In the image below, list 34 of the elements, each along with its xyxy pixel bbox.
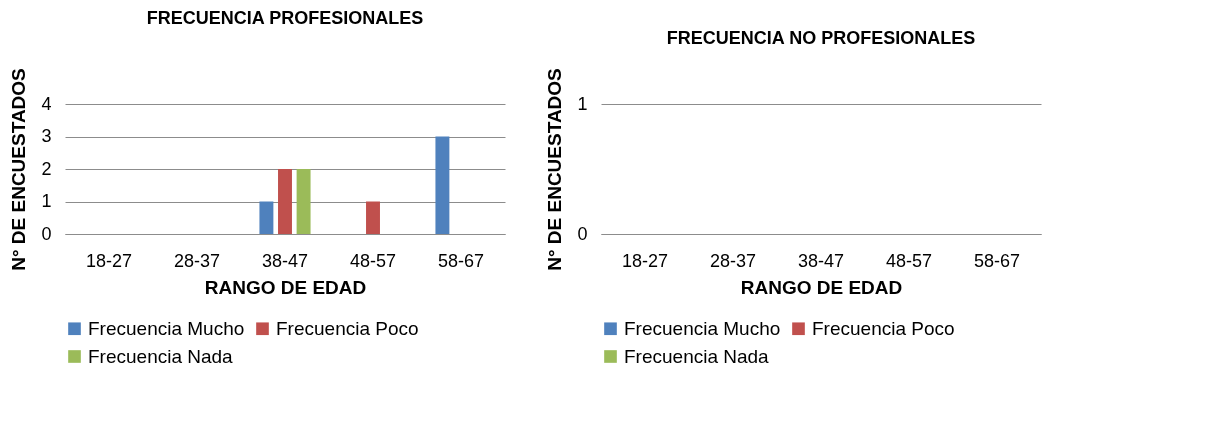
bar bbox=[435, 136, 450, 234]
y-tick-label: 0 bbox=[41, 223, 52, 244]
x-tick-label: 58-67 bbox=[437, 250, 485, 271]
legend-label: Frecuencia Nada bbox=[88, 345, 234, 367]
y-tick-label: 2 bbox=[41, 158, 52, 179]
x-tick-label: 18-27 bbox=[621, 250, 669, 271]
bar bbox=[296, 169, 311, 234]
x-tick-label: 28-37 bbox=[173, 250, 221, 271]
legend-label: Frecuencia Poco bbox=[276, 317, 419, 339]
x-tick-label: 58-67 bbox=[973, 250, 1021, 271]
y-tick-label: 3 bbox=[41, 126, 52, 146]
x-axis-title: RANGO DE EDAD bbox=[204, 276, 367, 298]
bar bbox=[366, 201, 380, 234]
legend-label: Frecuencia Mucho bbox=[624, 317, 781, 339]
legend-label: Frecuencia Mucho bbox=[88, 317, 245, 339]
y-axis-title: N° DE ENCUESTADOS bbox=[544, 68, 566, 271]
x-tick-label: 48-57 bbox=[349, 250, 397, 271]
x-tick-label: 48-57 bbox=[885, 250, 933, 271]
y-tick-label: 1 bbox=[577, 93, 588, 114]
y-tick-label: 1 bbox=[41, 191, 52, 211]
y-tick-label: 0 bbox=[577, 223, 588, 244]
legend-label: Frecuencia Nada bbox=[624, 345, 770, 367]
chart-title: FRECUENCIA PROFESIONALES bbox=[146, 7, 424, 28]
y-tick-label: 4 bbox=[41, 93, 52, 114]
x-tick-label: 28-37 bbox=[709, 250, 757, 271]
x-tick-label: 38-47 bbox=[797, 250, 845, 271]
x-tick-label: 18-27 bbox=[85, 250, 133, 271]
legend-label: Frecuencia Poco bbox=[812, 317, 955, 339]
x-tick-label: 38-47 bbox=[261, 250, 309, 271]
bar bbox=[259, 201, 274, 234]
x-axis-title: RANGO DE EDAD bbox=[740, 276, 903, 298]
chart-title: FRECUENCIA NO PROFESIONALES bbox=[666, 27, 976, 48]
y-axis-title: N° DE ENCUESTADOS bbox=[8, 68, 30, 271]
bar bbox=[278, 169, 292, 234]
